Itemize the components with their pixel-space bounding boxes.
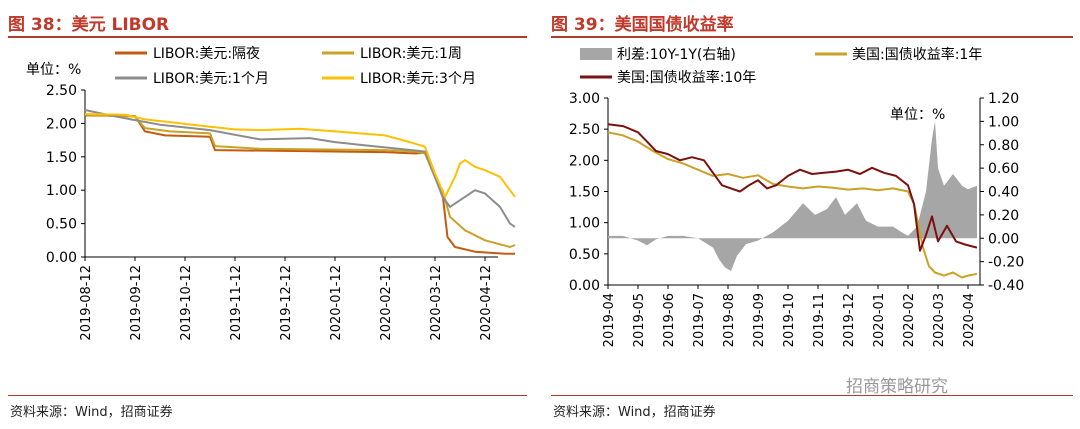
x-tick-label: 2020-01-12 <box>329 265 344 341</box>
legend-label: LIBOR:美元:3个月 <box>360 71 476 87</box>
x-tick-label: 2019-12-12 <box>279 265 294 341</box>
x-tick-label: 2019-04 <box>602 293 617 347</box>
y-tick-label: 1.50 <box>569 185 600 201</box>
series-line <box>84 113 516 248</box>
x-tick-label: 2020-03-12 <box>429 265 444 341</box>
legend-label: 利差:10Y-1Y(右轴) <box>617 47 736 63</box>
x-tick-label: 2020-02-12 <box>379 265 394 341</box>
x-tick-label: 2019-12 <box>842 293 857 347</box>
y2-tick-label: 0.60 <box>988 161 1019 177</box>
watermark: 招商策略研究 <box>846 377 948 397</box>
x-tick-label: 2019-05 <box>632 293 647 347</box>
y2-tick-label: 1.20 <box>988 91 1019 107</box>
y-tick-label: 1.00 <box>569 216 600 232</box>
x-tick-label: 2019-08-12 <box>79 265 94 341</box>
panel-title-right: 图 39：美国国债收益率 <box>551 15 734 35</box>
y2-tick-label: 0.40 <box>988 185 1019 201</box>
x-tick-label: 2019-10-12 <box>179 265 194 341</box>
y-tick-label: 0.50 <box>46 217 77 233</box>
y-tick-label: 2.50 <box>46 83 77 99</box>
legend-swatch <box>580 48 612 60</box>
y-tick-label: 2.00 <box>46 116 77 132</box>
legend-label: 美国:国债收益率:10年 <box>617 69 756 86</box>
y-tick-label: 1.50 <box>46 150 77 166</box>
x-tick-label: 2019-11-12 <box>229 265 244 341</box>
y2-tick-label: 0.20 <box>988 208 1019 224</box>
footer-rule-left <box>8 395 527 396</box>
legend-label: LIBOR:美元:隔夜 <box>153 46 260 62</box>
unit-label-right: 单位：% <box>890 107 945 123</box>
legend-label: 美国:国债收益率:1年 <box>852 46 982 63</box>
x-tick-label: 2019-10 <box>782 293 797 347</box>
x-tick-label: 2020-03 <box>932 293 947 347</box>
y2-tick-label: -0.20 <box>988 255 1024 271</box>
y2-tick-label: 1.00 <box>988 114 1019 130</box>
x-tick-label: 2019-11 <box>812 293 827 347</box>
y2-tick-label: -0.40 <box>988 278 1024 294</box>
y-tick-label: 0.00 <box>569 278 600 294</box>
y2-tick-label: 0.00 <box>988 231 1019 247</box>
y-tick-label: 3.00 <box>569 91 600 107</box>
legend-label: LIBOR:美元:1周 <box>360 46 462 62</box>
y-tick-label: 0.00 <box>46 250 77 266</box>
y-tick-label: 2.00 <box>569 153 600 169</box>
y-tick-label: 2.50 <box>569 122 600 138</box>
series-line <box>84 113 516 198</box>
series-line <box>607 123 978 252</box>
x-tick-label: 2020-04 <box>962 293 977 347</box>
x-tick-label: 2020-04-12 <box>479 265 494 341</box>
x-tick-label: 2019-07 <box>692 293 707 347</box>
x-tick-label: 2019-08 <box>722 293 737 347</box>
y2-tick-label: 0.80 <box>988 138 1019 154</box>
x-tick-label: 2019-06 <box>662 293 677 347</box>
title-rule-right <box>551 36 1073 38</box>
x-tick-label: 2020-01 <box>872 293 887 347</box>
title-rule-left <box>8 36 527 38</box>
footer-rule-right <box>551 395 1073 396</box>
x-tick-label: 2020-02 <box>902 293 917 347</box>
legend-label: LIBOR:美元:1个月 <box>153 71 269 87</box>
series-line <box>607 131 978 279</box>
y-tick-label: 1.00 <box>46 183 77 199</box>
series-area <box>608 121 977 272</box>
y-tick-label: 0.50 <box>569 247 600 263</box>
panel-title-left: 图 38：美元 LIBOR <box>8 15 170 35</box>
unit-label-left: 单位：% <box>26 62 81 78</box>
source-note-left: 资料来源：Wind，招商证券 <box>10 405 173 420</box>
series-line <box>84 109 516 228</box>
source-note-right: 资料来源：Wind，招商证券 <box>553 405 716 420</box>
x-tick-label: 2019-09-12 <box>129 265 144 341</box>
x-tick-label: 2019-09 <box>752 293 767 347</box>
